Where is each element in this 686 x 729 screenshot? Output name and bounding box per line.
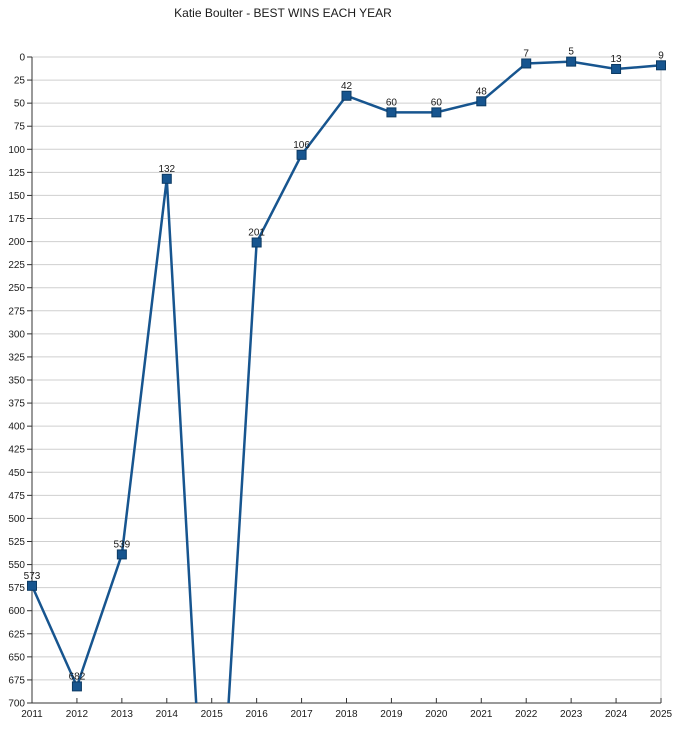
x-tick-label: 2019: [380, 709, 403, 720]
data-point-marker: [521, 58, 532, 69]
y-tick-label: 625: [8, 629, 25, 640]
y-tick-label: 225: [8, 260, 25, 271]
gridlines: [32, 56, 662, 703]
x-tick-label: 2016: [246, 709, 269, 720]
y-tick-label: 50: [14, 99, 26, 110]
x-tick-label: 2021: [470, 709, 493, 720]
y-tick-label: 600: [8, 606, 25, 617]
chart-title: Katie Boulter - BEST WINS EACH YEAR: [174, 6, 392, 20]
y-tick-label: 550: [8, 560, 25, 571]
y-tick-label: 500: [8, 514, 25, 525]
data-label: 48: [476, 86, 488, 97]
data-label: 5: [568, 47, 574, 58]
data-point-marker: [27, 580, 37, 591]
data-point-marker: [431, 107, 442, 118]
data-label: 682: [69, 671, 86, 682]
data-point-marker: [71, 681, 82, 692]
data-point-marker: [656, 60, 666, 71]
y-tick-label: 275: [8, 306, 25, 317]
y-tick-label: 125: [8, 168, 25, 179]
data-label: 106: [293, 140, 310, 151]
x-tick-label: 2017: [290, 709, 313, 720]
data-label: 132: [158, 164, 175, 175]
data-point-marker: [611, 63, 622, 74]
y-tick-label: 250: [8, 283, 25, 294]
data-point-marker: [116, 549, 127, 560]
y-tick-label: 475: [8, 491, 25, 502]
data-label: 201: [248, 227, 265, 238]
data-label: 9: [658, 50, 664, 61]
y-tick-label: 375: [8, 399, 25, 410]
x-tick-label: 2013: [111, 709, 134, 720]
data-point-marker: [296, 149, 307, 160]
data-point-marker: [386, 107, 397, 118]
data-point-marker: [251, 237, 262, 248]
y-tick-label: 450: [8, 468, 25, 479]
x-tick-label: 2020: [425, 709, 448, 720]
data-label: 60: [386, 97, 398, 108]
y-tick-label: 575: [8, 583, 25, 594]
y-tick-label: 700: [8, 699, 25, 710]
x-tick-label: 2014: [156, 709, 179, 720]
data-label: 13: [611, 54, 623, 65]
y-tick-label: 200: [8, 237, 25, 248]
x-tick-label: 2025: [650, 709, 673, 720]
x-tick-label: 2024: [605, 709, 628, 720]
data-point-marker: [341, 90, 352, 101]
y-tick-label: 0: [19, 53, 25, 64]
x-tick-label: 2011: [21, 709, 43, 720]
data-label: 573: [24, 571, 41, 582]
y-tick-label: 525: [8, 537, 25, 548]
y-tick-label: 350: [8, 376, 25, 387]
data-point-marker: [566, 56, 577, 67]
y-tick-label: 150: [8, 191, 25, 202]
series-line: [30, 60, 662, 703]
y-tick-label: 425: [8, 445, 25, 456]
x-tick-label: 2018: [335, 709, 358, 720]
y-tick-label: 175: [8, 214, 25, 225]
y-tick-label: 100: [8, 145, 25, 156]
data-label: 539: [114, 539, 131, 550]
data-label: 7: [523, 48, 529, 59]
y-tick-label: 325: [8, 352, 25, 363]
y-tick-label: 75: [14, 122, 26, 133]
x-tick-label: 2022: [515, 709, 538, 720]
y-tick-label: 400: [8, 422, 25, 433]
y-tick-label: 300: [8, 329, 25, 340]
data-point-marker: [476, 96, 487, 107]
x-tick-label: 2023: [560, 709, 583, 720]
y-tick-label: 650: [8, 652, 25, 663]
x-tick-label: 2012: [66, 709, 89, 720]
data-label: 60: [431, 97, 443, 108]
data-points: 573 682 539 132 201 106 42 60 60 48 7 5 13 9: [24, 47, 666, 692]
data-label: 42: [341, 81, 353, 92]
y-tick-label: 675: [8, 675, 25, 686]
y-tick-label: 25: [14, 76, 26, 87]
data-point-marker: [161, 173, 172, 184]
x-tick-label: 2015: [201, 709, 224, 720]
axes: 0 25 50 75 100 125 150 175 200 225 250 275 300 325 350…: [8, 53, 672, 721]
